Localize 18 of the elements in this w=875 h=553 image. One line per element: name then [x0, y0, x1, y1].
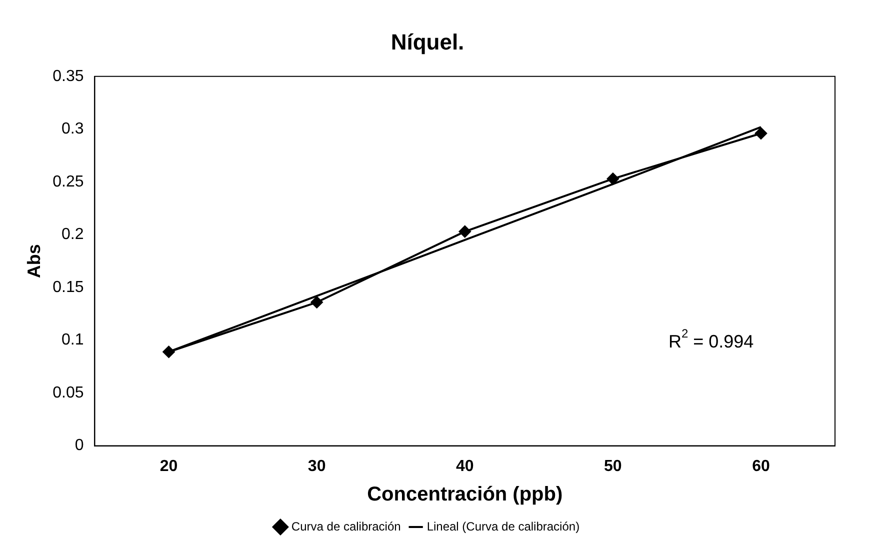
x-axis-title: Concentración (ppb): [367, 484, 563, 506]
x-tick-label: 60: [752, 458, 770, 475]
x-tick-label: 50: [604, 458, 622, 475]
legend-label: Lineal (Curva de calibración): [426, 519, 580, 534]
x-tick-label: 30: [308, 458, 326, 475]
y-tick-label: 0.1: [61, 332, 84, 349]
x-tick-label: 20: [160, 458, 178, 475]
legend-label: Curva de calibración: [291, 519, 401, 534]
y-tick-label: 0.15: [52, 278, 84, 296]
x-tick-label: 40: [456, 458, 474, 475]
y-tick-label: 0.3: [61, 120, 84, 138]
y-tick-label: 0.25: [52, 173, 84, 190]
y-tick-label: 0.35: [52, 68, 84, 85]
y-tick-label: 0.2: [61, 226, 84, 244]
chart-title: Níquel.: [390, 29, 464, 54]
y-tick-label: 0: [74, 437, 84, 454]
y-tick-label: 0.05: [52, 384, 84, 402]
y-axis-title: Abs: [24, 244, 44, 278]
